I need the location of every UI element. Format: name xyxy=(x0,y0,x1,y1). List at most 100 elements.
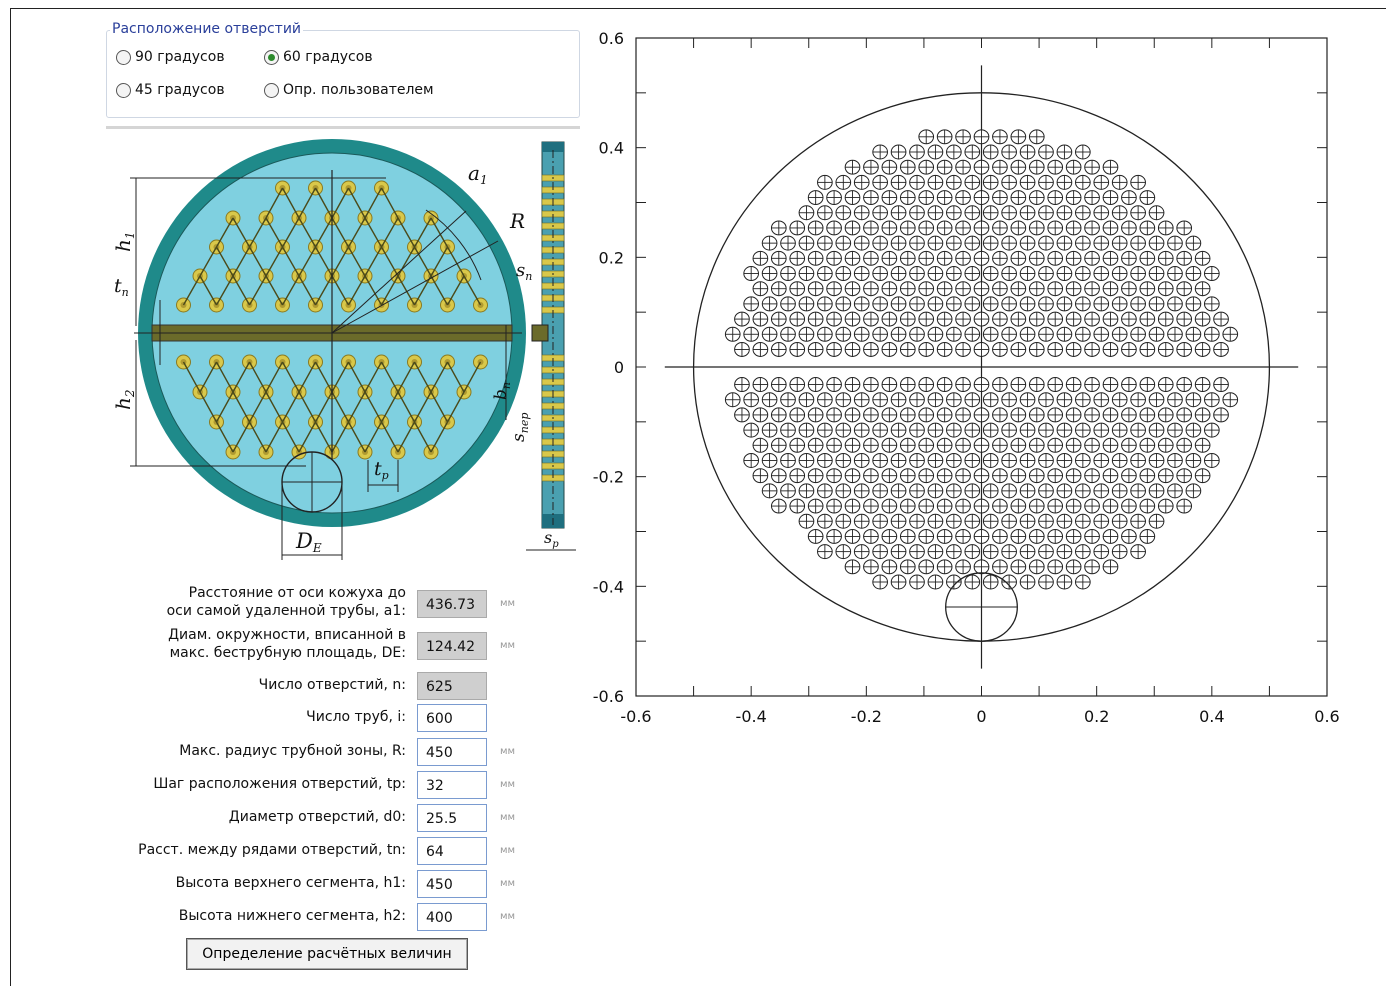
radio-60-degrees-indicator[interactable] xyxy=(264,49,279,65)
field-value-5[interactable]: 32 xyxy=(417,771,487,799)
tube-marker xyxy=(1130,326,1146,342)
tube-marker xyxy=(1038,326,1054,342)
tube-marker xyxy=(1185,392,1202,408)
tube-marker xyxy=(973,129,990,145)
tube-marker xyxy=(899,559,916,575)
tube-marker xyxy=(1010,281,1027,297)
tube-marker xyxy=(1075,144,1091,160)
tube-marker xyxy=(1130,513,1146,529)
radio-user-defined-indicator[interactable] xyxy=(264,82,279,98)
tube-marker xyxy=(1065,311,1082,327)
tube-sheet-schematic: a1 R h1 tn h2 sn bn sпер tр DE sр xyxy=(111,139,576,560)
radio-45-degrees[interactable]: 45 градусов xyxy=(116,82,225,98)
tube-marker xyxy=(826,528,842,544)
field-label-line2: оси самой удаленной трубы, a1: xyxy=(166,603,406,619)
tube-marker xyxy=(909,422,925,438)
tube-marker xyxy=(964,483,981,499)
field-value-9[interactable]: 400 xyxy=(417,903,487,931)
tube-marker xyxy=(927,422,944,438)
pattern-line xyxy=(430,361,449,393)
tube-marker xyxy=(1093,235,1110,251)
calculate-button[interactable]: Определение расчётных величин xyxy=(186,938,468,970)
tube-marker xyxy=(936,437,953,453)
tube-marker xyxy=(761,483,778,499)
pattern-line xyxy=(232,275,251,306)
tube-marker xyxy=(863,559,879,575)
field-value-3[interactable]: 600 xyxy=(417,704,487,732)
tube-marker xyxy=(899,437,916,453)
field-value-6[interactable]: 25.5 xyxy=(417,804,487,832)
tube-marker xyxy=(1093,452,1110,468)
tube-marker xyxy=(1038,574,1054,590)
side-plate-top xyxy=(542,142,564,152)
tube-marker xyxy=(1102,311,1119,327)
tube-marker xyxy=(853,483,870,499)
field-value-8[interactable]: 450 xyxy=(417,870,487,898)
tube-marker xyxy=(761,235,778,251)
tube-marker xyxy=(872,296,888,312)
tube-marker xyxy=(881,159,898,175)
tube-marker xyxy=(844,159,861,175)
tube-marker xyxy=(973,407,990,423)
tube-marker xyxy=(1130,452,1146,468)
tube-marker xyxy=(807,190,824,206)
tube-marker xyxy=(853,422,870,438)
radio-user-defined[interactable]: Опр. пользователем xyxy=(264,82,434,98)
tube-marker xyxy=(1102,528,1119,544)
tube-marker xyxy=(936,377,953,393)
tube-marker xyxy=(835,174,852,190)
tube-marker xyxy=(1093,392,1110,408)
tube-marker xyxy=(1056,296,1073,312)
tube-marker xyxy=(807,281,824,297)
tube-marker xyxy=(1121,498,1137,514)
tube-marker xyxy=(890,235,907,251)
tube-marker xyxy=(973,559,990,575)
tube-marker xyxy=(982,174,999,190)
tube-marker xyxy=(817,392,833,408)
tube-marker xyxy=(1222,392,1239,408)
label-DE: DE xyxy=(295,529,322,555)
tube-marker xyxy=(743,422,760,438)
field-label-line2: макс. беструбную площадь, DE: xyxy=(169,645,406,661)
pattern-line xyxy=(248,391,267,423)
tube-marker xyxy=(1075,452,1091,468)
tube-marker xyxy=(1019,392,1036,408)
radio-60-degrees[interactable]: 60 градусов xyxy=(264,49,373,65)
tube-marker xyxy=(1084,159,1100,175)
tube-marker xyxy=(798,392,815,408)
tube-marker xyxy=(761,296,778,312)
pattern-line xyxy=(248,421,267,453)
tube-marker xyxy=(946,174,962,190)
label-sn: sn xyxy=(516,260,532,283)
tube-marker xyxy=(872,544,888,560)
pattern-line xyxy=(314,187,333,219)
pattern-line xyxy=(380,421,399,453)
tube-marker xyxy=(899,220,916,236)
tube-marker xyxy=(798,266,815,282)
tube-marker xyxy=(817,452,833,468)
tube-marker xyxy=(909,174,925,190)
tube-marker xyxy=(1148,235,1165,251)
tube-marker xyxy=(1056,205,1073,221)
pattern-line xyxy=(314,421,333,453)
tube-marker xyxy=(761,452,778,468)
radio-45-degrees-indicator[interactable] xyxy=(116,82,131,98)
y-tick-label: -0.6 xyxy=(593,687,624,706)
tube-marker xyxy=(1121,220,1137,236)
tube-marker xyxy=(780,452,796,468)
tube-marker xyxy=(770,250,787,266)
field-value-4[interactable]: 450 xyxy=(417,738,487,766)
pattern-line xyxy=(331,246,350,277)
tube-marker xyxy=(964,574,981,590)
tube-marker xyxy=(946,144,962,160)
radio-90-degrees-indicator[interactable] xyxy=(116,49,131,65)
tube-marker xyxy=(770,407,787,423)
pattern-line xyxy=(215,275,234,306)
pattern-line xyxy=(446,246,465,277)
field-label-line2: Макс. радиус трубной зоны, R: xyxy=(179,743,406,759)
tube-marker xyxy=(992,437,1008,453)
radio-90-degrees[interactable]: 90 градусов xyxy=(116,49,225,65)
tube-marker xyxy=(1038,266,1054,282)
field-value-7[interactable]: 64 xyxy=(417,837,487,865)
pattern-line xyxy=(413,391,432,423)
